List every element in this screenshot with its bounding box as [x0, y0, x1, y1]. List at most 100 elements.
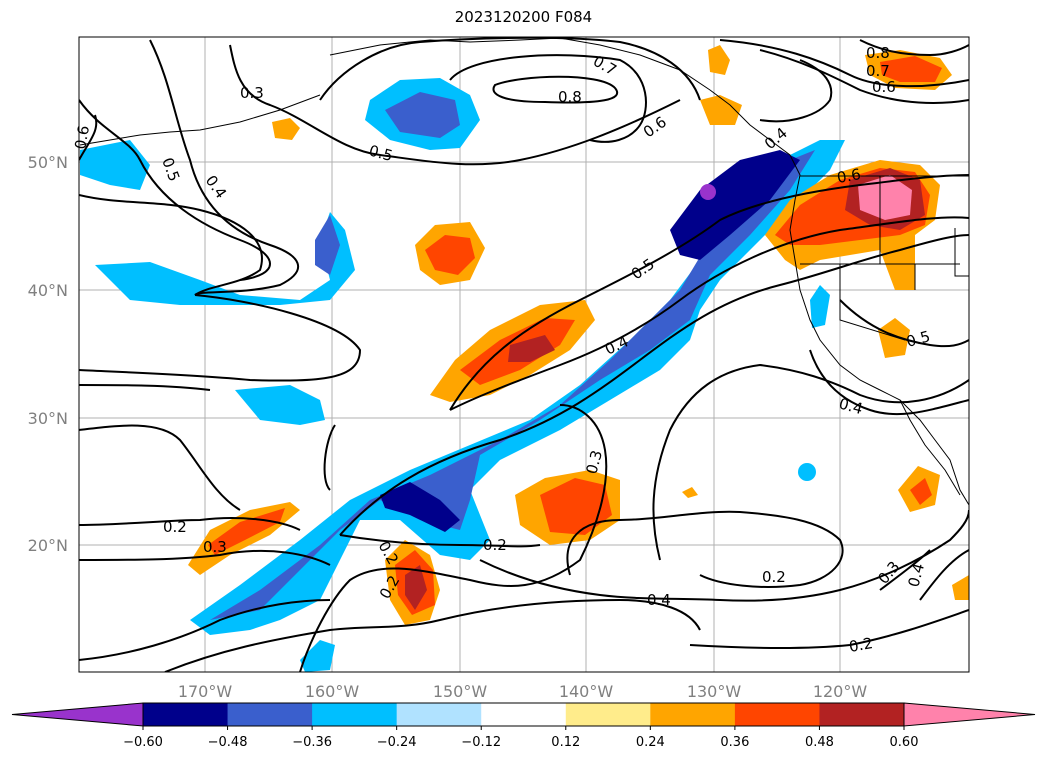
lon-label: 160°W [305, 682, 360, 701]
blue-west-2 [80, 140, 150, 190]
lon-label: 130°W [687, 682, 742, 701]
contour-2 [449, 54, 647, 143]
colorbar: −0.60 −0.48 −0.36 −0.24 −0.12 0.12 0.24 0.36 0.4… [11, 702, 1036, 750]
contour-25 [689, 609, 969, 650]
contour-label: 0.4 [647, 591, 671, 609]
contour-23 [79, 599, 331, 661]
lon-label: 150°W [433, 682, 488, 701]
blue-coast [810, 285, 830, 328]
contour-label: 0.3 [582, 448, 606, 476]
contour-label: 0.4 [837, 394, 865, 418]
red-mid-1 [425, 235, 475, 275]
orange-top-1 [708, 45, 730, 75]
colorbar-swatch [734, 703, 820, 726]
contour-label: 0.2 [163, 518, 187, 536]
blue-band [190, 140, 845, 635]
lat-label: 50°N [28, 153, 68, 172]
contour-17 [323, 424, 336, 491]
contour-9 [79, 294, 362, 382]
contour-8 [79, 114, 98, 161]
lon-label: 140°W [559, 682, 614, 701]
colorbar-label: −0.24 [377, 735, 417, 750]
colorbar-extend-high [903, 702, 1036, 727]
contour-5 [149, 39, 300, 296]
contour-6 [79, 99, 271, 281]
contour-label: 0.5 [904, 327, 932, 351]
contour-label: 0.6 [71, 124, 93, 151]
colorbar-swatch [650, 703, 736, 726]
darkred-band-1 [508, 335, 555, 362]
contour-3 [319, 37, 701, 101]
contour-13 [339, 234, 969, 536]
contour-30 [839, 299, 969, 348]
colorbar-swatch [396, 703, 482, 726]
state-borders [800, 175, 969, 341]
contour-7 [79, 194, 263, 296]
pink-pacnw [858, 175, 912, 220]
latitude-labels: 50°N 40°N 30°N 20°N [28, 153, 68, 555]
contour-label: 0.3 [240, 84, 264, 102]
contour-15 [79, 549, 331, 566]
colorbar-label: 0.12 [551, 735, 580, 750]
contour-29 [859, 39, 969, 57]
contour-label: 0.7 [866, 62, 890, 80]
contour-label: 0.8 [558, 88, 582, 106]
map-frame [78, 36, 970, 673]
orange-top-2 [700, 95, 742, 125]
colorbar-swatch [565, 703, 651, 726]
blue-west-1 [95, 212, 355, 305]
longitude-labels: 170°W 160°W 150°W 140°W 130°W 120°W [178, 682, 868, 701]
contour-label: 0.5 [367, 141, 395, 165]
contour-18 [339, 534, 541, 548]
contour-14 [79, 517, 301, 531]
contour-12 [449, 216, 969, 411]
contour-22 [164, 598, 701, 672]
contour-21 [566, 510, 844, 588]
contour-31 [809, 349, 969, 416]
contour-label: 0.2 [762, 568, 786, 586]
lat-label: 20°N [28, 536, 68, 555]
contour-10 [79, 384, 211, 391]
blue-west-3 [235, 385, 325, 425]
contour-11 [449, 174, 969, 411]
colorbar-swatch [143, 703, 229, 726]
colorbar-label: −0.60 [123, 735, 163, 750]
colorbar-extend-low [11, 702, 144, 727]
red-small-3 [910, 478, 932, 505]
contour-lines [79, 37, 969, 672]
colorbar-label: −0.48 [208, 735, 248, 750]
contour-32 [759, 59, 833, 123]
contour-label: 0.4 [904, 561, 928, 589]
colorbar-label: −0.36 [292, 735, 332, 750]
contour-label: 0.6 [836, 165, 863, 187]
contour-label: 0.2 [848, 634, 875, 656]
colorbar-label: −0.12 [461, 735, 501, 750]
contour-16 [79, 424, 241, 511]
contour-label: 0.6 [872, 78, 896, 96]
orange-small-5 [682, 487, 698, 498]
colorbar-frame [142, 702, 905, 727]
blue-core-south [380, 482, 460, 532]
contour-27 [759, 49, 969, 104]
colorbar-label: 0.48 [805, 735, 834, 750]
contour-4 [229, 44, 681, 166]
colorbar-swatch [481, 703, 567, 726]
lat-label: 40°N [28, 281, 68, 300]
colorbar-label: 0.36 [720, 735, 749, 750]
contour-26 [879, 549, 969, 601]
contour-label: 0.8 [866, 44, 890, 62]
aleutian-chain [79, 94, 321, 146]
lon-label: 120°W [813, 682, 868, 701]
orange-small-4 [952, 575, 969, 600]
blue-south [300, 640, 335, 672]
colorbar-label: 0.24 [636, 735, 665, 750]
orange-small-1 [272, 118, 300, 140]
contour-20 [479, 509, 969, 602]
colorbar-label: 0.60 [890, 735, 919, 750]
colorbar-swatch [312, 703, 398, 726]
lat-label: 30°N [28, 409, 68, 428]
contour-label: 0.2 [483, 536, 507, 554]
contour-1 [492, 75, 618, 104]
red-top-3 [880, 56, 942, 82]
